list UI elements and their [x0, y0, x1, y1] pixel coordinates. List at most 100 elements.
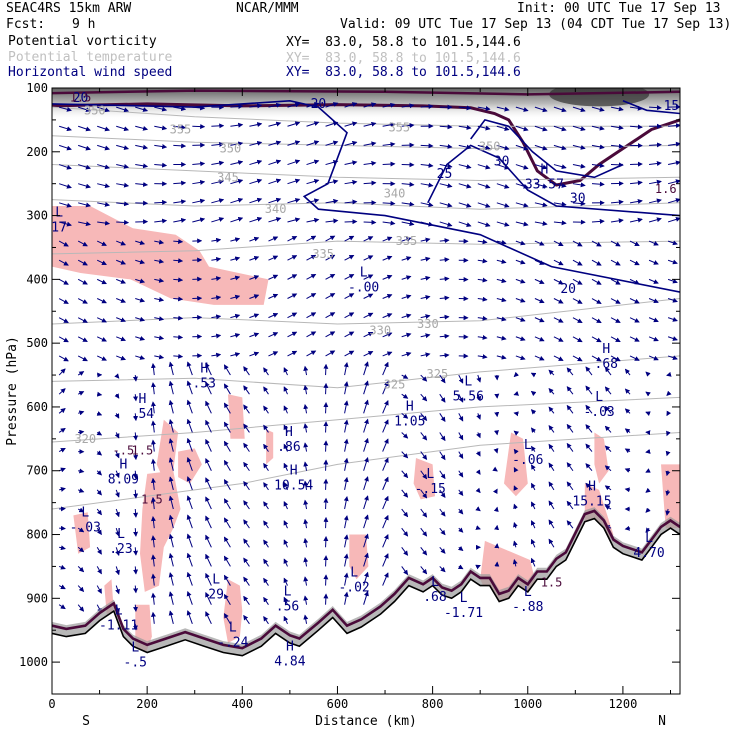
wind-vector — [439, 489, 446, 498]
wind-vector — [610, 143, 624, 149]
extremum-type: L — [131, 641, 139, 656]
wind-vector — [78, 125, 91, 132]
speed-labels: 20 — [73, 91, 89, 106]
wind-vector — [135, 278, 146, 284]
wind-vector — [477, 183, 491, 189]
wind-vector — [133, 451, 139, 461]
wind-vector — [530, 390, 537, 397]
endpoint-right-label: N — [658, 714, 666, 729]
wind-vector — [205, 458, 212, 471]
wind-vector — [648, 298, 659, 304]
wind-vector — [458, 508, 464, 515]
wind-vector — [513, 466, 519, 473]
wind-vector — [548, 443, 555, 452]
wind-vector — [268, 121, 282, 127]
wind-vector — [343, 515, 349, 529]
x-tick-label: 1200 — [608, 697, 637, 711]
wind-vector — [553, 182, 567, 188]
wind-vector — [363, 399, 369, 414]
wind-vector — [534, 278, 545, 284]
wind-vector — [343, 438, 349, 452]
wind-vector — [263, 558, 269, 567]
wind-vector — [133, 585, 139, 594]
wind-vector — [439, 451, 446, 461]
wind-vector — [649, 142, 662, 148]
wind-vector — [476, 432, 481, 439]
extremum-type: L — [524, 585, 532, 600]
init-time: Init: 00 UTC Tue 17 Sep 13 — [517, 1, 721, 16]
wind-vector — [363, 236, 374, 242]
wind-vector — [303, 557, 309, 567]
wind-vector — [610, 199, 624, 205]
wind-vector — [439, 374, 446, 384]
wind-vector — [531, 482, 536, 491]
wind-vector — [477, 202, 491, 208]
wind-vector — [325, 102, 339, 108]
wind-vector — [534, 202, 548, 208]
wind-vector — [116, 163, 130, 169]
wind-vector — [496, 239, 507, 245]
theta-labels: 320 — [74, 432, 96, 446]
wind-vector — [58, 202, 72, 208]
wind-vector — [572, 240, 583, 247]
wind-vector — [475, 525, 481, 530]
wind-vector — [150, 611, 156, 624]
wind-vector — [604, 505, 612, 511]
wind-vector — [306, 274, 317, 280]
wind-vector — [666, 430, 671, 437]
wind-vector — [513, 448, 519, 455]
wind-vector — [150, 573, 156, 586]
wind-vector — [78, 468, 85, 474]
wind-vector — [591, 317, 602, 324]
wind-vector — [306, 198, 320, 204]
wind-vector — [382, 161, 396, 167]
wind-vector — [420, 352, 431, 358]
extremum-value: 8.09 — [108, 473, 139, 488]
wind-vector — [668, 160, 680, 166]
wind-vector — [78, 106, 91, 113]
wind-vector — [439, 432, 446, 442]
wind-vector — [78, 183, 91, 189]
extremum-value: 5.56 — [453, 390, 484, 405]
wind-vector — [439, 183, 453, 189]
wind-vector — [667, 198, 680, 204]
wind-vector — [420, 275, 431, 281]
wind-vector — [553, 259, 564, 266]
valid-time: Valid: 09 UTC Tue 17 Sep 13 (04 CDT Tue … — [340, 17, 732, 32]
wind-vector — [133, 547, 139, 556]
wind-vector — [283, 558, 289, 567]
wind-vector — [116, 317, 126, 323]
wind-vector — [553, 125, 567, 132]
wind-vector — [77, 546, 85, 553]
wind-vector — [58, 408, 66, 414]
pv-positive-area — [266, 429, 274, 465]
wind-vector — [458, 470, 464, 478]
wind-vector — [287, 274, 298, 280]
field-name-wind: Horizontal wind speed — [8, 65, 173, 80]
wind-vector — [154, 316, 165, 322]
wind-vector — [420, 374, 428, 382]
wind-vector — [287, 236, 298, 242]
wind-vector — [585, 404, 593, 414]
speed-labels: 30 — [494, 154, 510, 169]
wind-vector — [439, 221, 453, 227]
wind-vector — [211, 123, 225, 129]
wind-vector — [205, 362, 212, 376]
wind-vector — [133, 528, 139, 537]
wind-vector — [268, 313, 279, 319]
wind-vector — [325, 159, 339, 166]
wind-vector — [667, 355, 678, 361]
wind-vector — [439, 546, 446, 554]
extremum-type: L — [431, 575, 439, 590]
wind-vector — [173, 277, 184, 283]
wind-vector — [211, 333, 222, 339]
wind-vector — [566, 386, 574, 395]
wind-vector — [572, 355, 583, 362]
wind-vector — [343, 362, 349, 376]
extremum-type: L — [524, 438, 532, 453]
wind-vector — [133, 394, 138, 402]
wind-vector — [96, 547, 102, 555]
wind-vector — [515, 278, 526, 284]
wind-vector — [78, 429, 85, 435]
extremum-value: -.00 — [348, 281, 379, 296]
